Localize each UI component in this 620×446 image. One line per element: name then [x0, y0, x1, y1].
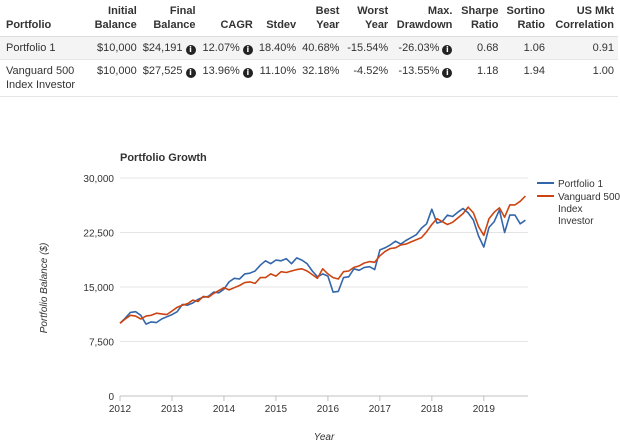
- x-tick-label: 2018: [421, 404, 444, 415]
- column-header: Final Balance: [140, 0, 200, 37]
- x-tick-label: 2016: [317, 404, 340, 415]
- column-header: Best Year: [300, 0, 344, 37]
- stdev: 18.40%: [256, 36, 301, 60]
- sortino-ratio: 1.94: [502, 59, 549, 97]
- chart-legend: Portfolio 1 Vanguard 500 Index Investor: [537, 179, 620, 227]
- x-tick-label: 2013: [161, 404, 184, 415]
- max-drawdown: -13.55%: [398, 65, 440, 77]
- x-tick-label: 2012: [109, 404, 132, 415]
- portfolio-name: Portfolio 1: [0, 36, 90, 60]
- column-header: CAGR: [199, 0, 257, 37]
- info-icon[interactable]: i: [242, 45, 253, 55]
- info-icon[interactable]: i: [185, 68, 196, 78]
- legend-label: Portfolio 1: [558, 179, 603, 190]
- chart-grid: [120, 177, 528, 342]
- info-icon[interactable]: i: [185, 45, 196, 55]
- max-drawdown: -26.03%: [398, 42, 440, 54]
- x-tick-label: 2019: [473, 404, 496, 415]
- y-tick-label: 0: [108, 392, 114, 403]
- worst-year: -15.54%: [343, 36, 393, 60]
- x-tick-label: 2014: [213, 404, 236, 415]
- x-tick-label: 2015: [265, 404, 288, 415]
- worst-year: -4.52%: [343, 59, 393, 97]
- max-drawdown-cell: -26.03% i: [392, 36, 457, 60]
- max-drawdown-cell: -13.55% i: [392, 59, 457, 97]
- column-header: US Mkt Correlation: [548, 0, 618, 37]
- final-balance: $27,525: [142, 65, 183, 77]
- final-balance-cell: $24,191 i: [140, 36, 200, 60]
- initial-balance: $10,000: [89, 59, 141, 97]
- column-header: Worst Year: [343, 0, 393, 37]
- best-year: 32.18%: [300, 59, 344, 97]
- us-mkt-correlation: 0.91: [548, 36, 618, 60]
- column-header: Max. Drawdown: [392, 0, 457, 37]
- initial-balance: $10,000: [89, 36, 141, 60]
- us-mkt-correlation: 1.00: [548, 59, 618, 97]
- sharpe-ratio: 1.18: [456, 59, 503, 97]
- x-axis-label: Year: [314, 432, 335, 443]
- column-header: Sharpe Ratio: [456, 0, 503, 37]
- y-tick-label: 15,000: [83, 283, 114, 294]
- legend-label: Vanguard 500 Index Investor: [558, 192, 620, 227]
- series-line-portfolio-1: [119, 207, 526, 325]
- column-header: Sortino Ratio: [502, 0, 549, 37]
- sortino-ratio: 1.06: [502, 36, 549, 60]
- best-year: 40.68%: [300, 36, 344, 60]
- portfolio-name: Vanguard 500 Index Investor: [0, 59, 90, 97]
- column-header: Portfolio: [0, 0, 90, 37]
- x-axis-ticks: 2012 2013 2014 2015 2016 2017 2018 2019: [109, 396, 496, 415]
- table-row: Portfolio 1 $10,000 $24,191 i 12.07% i 18.…: [0, 36, 618, 60]
- cagr-cell: 12.07% i: [199, 36, 257, 60]
- column-header: Stdev: [256, 0, 301, 37]
- info-icon[interactable]: i: [442, 68, 453, 78]
- cagr-cell: 13.96% i: [199, 59, 257, 97]
- sharpe-ratio: 0.68: [456, 36, 503, 60]
- y-tick-label: 30,000: [83, 174, 114, 185]
- chart-title: Portfolio Growth: [120, 152, 207, 164]
- final-balance: $24,191: [142, 42, 183, 54]
- portfolio-stats-table: Portfolio Initial Balance Final Balance …: [0, 0, 618, 97]
- stdev: 11.10%: [256, 59, 301, 97]
- table-header-row: Portfolio Initial Balance Final Balance …: [0, 0, 618, 37]
- cagr: 12.07%: [202, 42, 240, 54]
- info-icon[interactable]: i: [442, 45, 453, 55]
- chart-series: [119, 195, 526, 325]
- y-axis-ticks: 0 7,500 15,000 22,500 30,000: [83, 174, 114, 403]
- cagr: 13.96%: [202, 65, 240, 77]
- y-tick-label: 7,500: [89, 338, 114, 349]
- info-icon[interactable]: i: [242, 68, 253, 78]
- column-header: Initial Balance: [89, 0, 141, 37]
- x-tick-label: 2017: [369, 404, 392, 415]
- y-axis-label: Portfolio Balance ($): [39, 243, 50, 334]
- final-balance-cell: $27,525 i: [140, 59, 200, 97]
- y-tick-label: 22,500: [83, 229, 114, 240]
- series-line-vanguard-500-index-investor: [119, 195, 526, 324]
- table-row: Vanguard 500 Index Investor $10,000 $27,…: [0, 59, 618, 97]
- portfolio-growth-chart: Portfolio Growth 0 7,500 15,000 22,500 30,00…: [39, 152, 620, 443]
